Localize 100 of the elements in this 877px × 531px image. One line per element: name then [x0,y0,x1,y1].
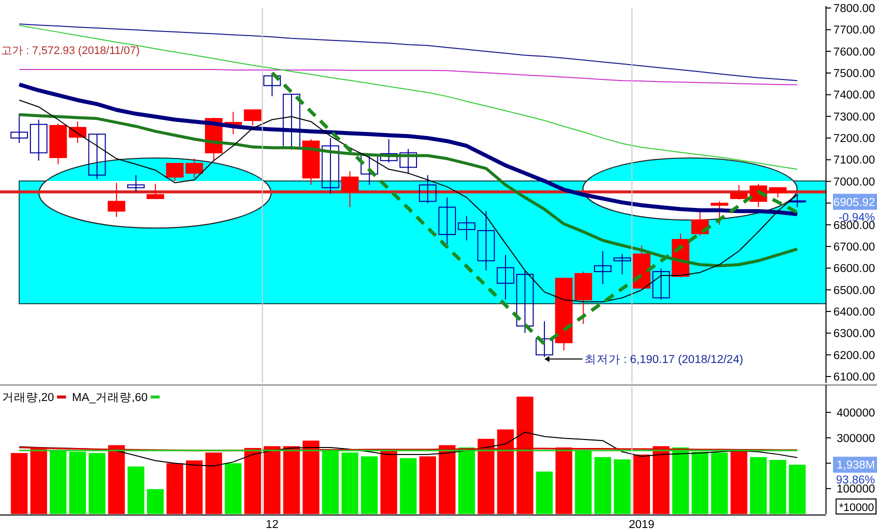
y-tick-label: 7100.00 [833,154,875,167]
bar [788,464,806,514]
bar [419,456,436,514]
bar [458,447,475,514]
y-tick-label: 7800.00 [833,3,875,15]
bar [614,459,631,514]
y-tick-label: 6500.00 [833,284,875,297]
bar [186,460,203,514]
annotation: 고가 : 7,572.93 (2018/11/07) [1,45,140,57]
bar [205,452,222,514]
y-tick-label: 6700.00 [833,241,875,254]
candlestick [244,109,262,126]
candlestick [458,216,476,241]
candlestick [380,138,398,164]
candlestick [88,134,106,180]
bar [730,450,748,514]
candlestick [282,94,300,150]
candlestick [652,268,670,300]
candlestick [769,187,787,198]
y-tick-label: 400000 [836,407,875,420]
bar [128,466,144,514]
bar [244,448,262,514]
y-tick-label: 7000.00 [833,176,875,188]
text: 6905.92 [833,196,875,209]
candlestick [322,138,340,194]
candlestick [536,320,554,358]
bar [438,445,456,514]
candlestick [613,254,631,275]
candlestick [418,174,436,204]
y-tick-label: 7300.00 [833,111,875,124]
y-tick-label: 300000 [836,432,875,445]
y-tick-label: 6800.00 [833,220,875,232]
candlestick [710,200,728,226]
candlestick [10,113,28,144]
bar [224,463,242,514]
bar [633,454,650,514]
x-tick-label: 2019 [628,519,654,531]
candlestick [594,250,612,285]
legend-label: 거래량,20 [2,392,54,404]
line-series [17,82,800,216]
bar [400,458,417,514]
bar [108,445,125,514]
candlestick [788,193,806,208]
y-tick-label: 100000 [836,484,875,496]
y-tick-label: 7500.00 [833,68,875,80]
bar [536,472,553,514]
y-tick-label: 7200.00 [833,133,875,146]
annotation: 최저가 : 6,190.17 (2018/12/24) [584,354,744,366]
candlestick [438,196,456,245]
bar [711,452,728,514]
bar [652,446,670,514]
bar [750,457,767,514]
text: 1,938M [836,460,875,472]
x-tick-label: 12 [266,519,278,531]
bar [10,453,28,514]
bar [30,447,48,514]
bar [322,450,339,514]
candlestick [30,119,48,162]
y-tick-label: 6600.00 [833,263,875,276]
bar [50,450,66,514]
candlestick [341,170,359,208]
candlestick [146,183,164,200]
bar [166,463,184,514]
bar [555,447,572,514]
legend-label: MA_거래량,60 [72,392,148,404]
bar [769,460,786,514]
bar [88,453,106,514]
candlestick [477,210,495,271]
candlestick [166,162,184,182]
bar [302,440,320,514]
bar [69,452,86,514]
y-tick-label: 6300.00 [833,328,875,340]
bar [283,446,300,514]
bar [380,450,398,514]
bar [594,457,612,514]
line-series [18,100,798,302]
candlestick [127,174,145,192]
bar [478,438,494,514]
bar [516,396,534,514]
bar [672,447,689,514]
bar [264,446,280,514]
bar [692,452,708,514]
candlestick [263,75,281,97]
candlestick [186,158,204,178]
candlestick [730,184,748,200]
line-series [18,69,798,86]
y-axis-title: *10000 [839,502,874,514]
y-tick-label: 6400.00 [833,306,875,318]
bar [497,429,514,514]
candlestick [399,148,418,175]
bar [342,452,358,514]
y-tick-label: 6200.00 [833,350,875,362]
y-tick-label: 6100.00 [833,371,875,384]
y-tick-label: 7600.00 [833,46,875,58]
bar [147,489,164,514]
bar [360,456,378,514]
y-tick-label: 7400.00 [833,90,875,102]
y-tick-label: 7700.00 [833,24,875,37]
line-series [18,113,799,268]
bar [574,450,592,514]
